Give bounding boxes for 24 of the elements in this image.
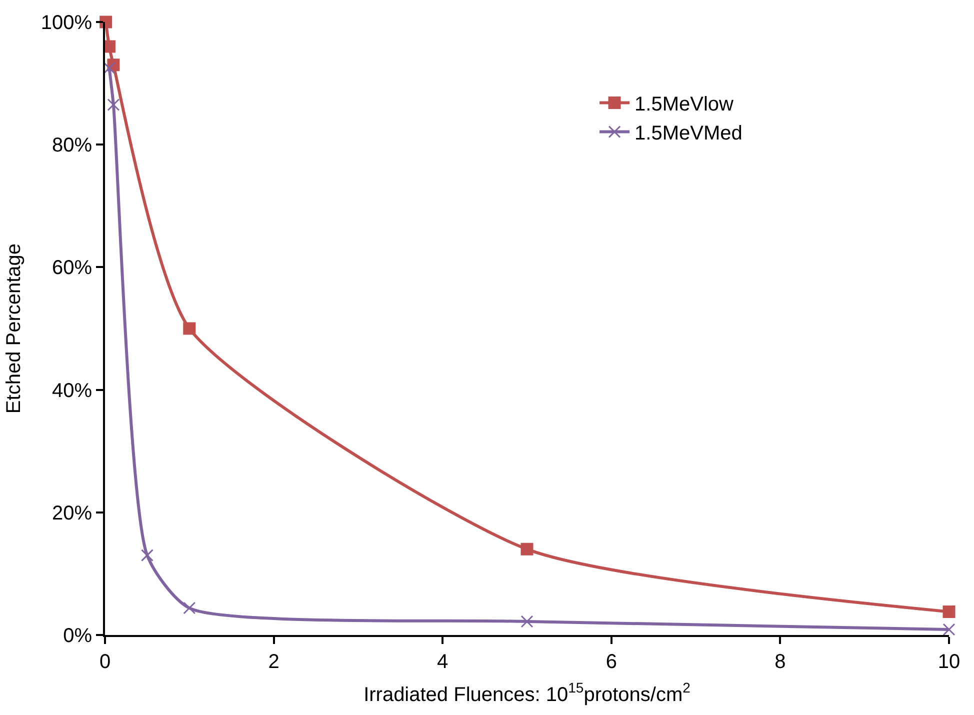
legend-label: 1.5MeVMed: [634, 122, 742, 145]
point: [942, 605, 956, 618]
x-tick-label: 6: [606, 651, 617, 673]
x-axis-title: Irradiated Fluences: 10$^{15}$protons/cm$^{2}$: [364, 680, 691, 706]
point: [520, 615, 534, 628]
x-tick-label: 8: [774, 651, 786, 673]
y-axis-title: Etched Percentage: [2, 243, 25, 414]
x-tick-label: 2: [268, 651, 280, 673]
y-tick-label: 40%: [52, 380, 92, 402]
x-tick-label: 4: [437, 651, 448, 673]
y-tick-label: 60%: [52, 257, 92, 280]
point: [107, 98, 120, 112]
y-tick-label: 80%: [52, 134, 92, 157]
point: [183, 602, 196, 614]
y-tick-label: 0%: [63, 625, 92, 647]
x-tick-label: 0: [99, 651, 111, 673]
point: [183, 322, 196, 335]
y-tick-label: 20%: [52, 502, 92, 524]
y-tick-label: 100%: [40, 12, 92, 34]
point: [942, 623, 956, 636]
legend-label: 1.5MeVlow: [634, 94, 734, 116]
x-tick-label: 10: [938, 651, 960, 673]
point: [520, 542, 534, 556]
point: [140, 549, 154, 562]
